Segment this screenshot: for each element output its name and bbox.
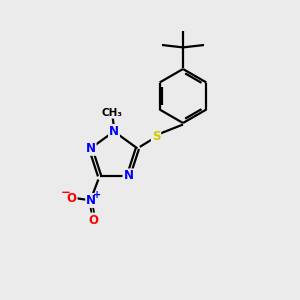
Text: CH₃: CH₃	[102, 108, 123, 118]
Text: O: O	[67, 192, 76, 205]
Text: N: N	[124, 169, 134, 182]
Text: −: −	[61, 186, 70, 199]
Text: +: +	[93, 190, 101, 200]
Text: N: N	[85, 142, 96, 155]
Text: S: S	[152, 130, 160, 143]
Text: N: N	[109, 125, 119, 138]
Text: N: N	[86, 194, 96, 207]
Text: O: O	[88, 214, 98, 226]
